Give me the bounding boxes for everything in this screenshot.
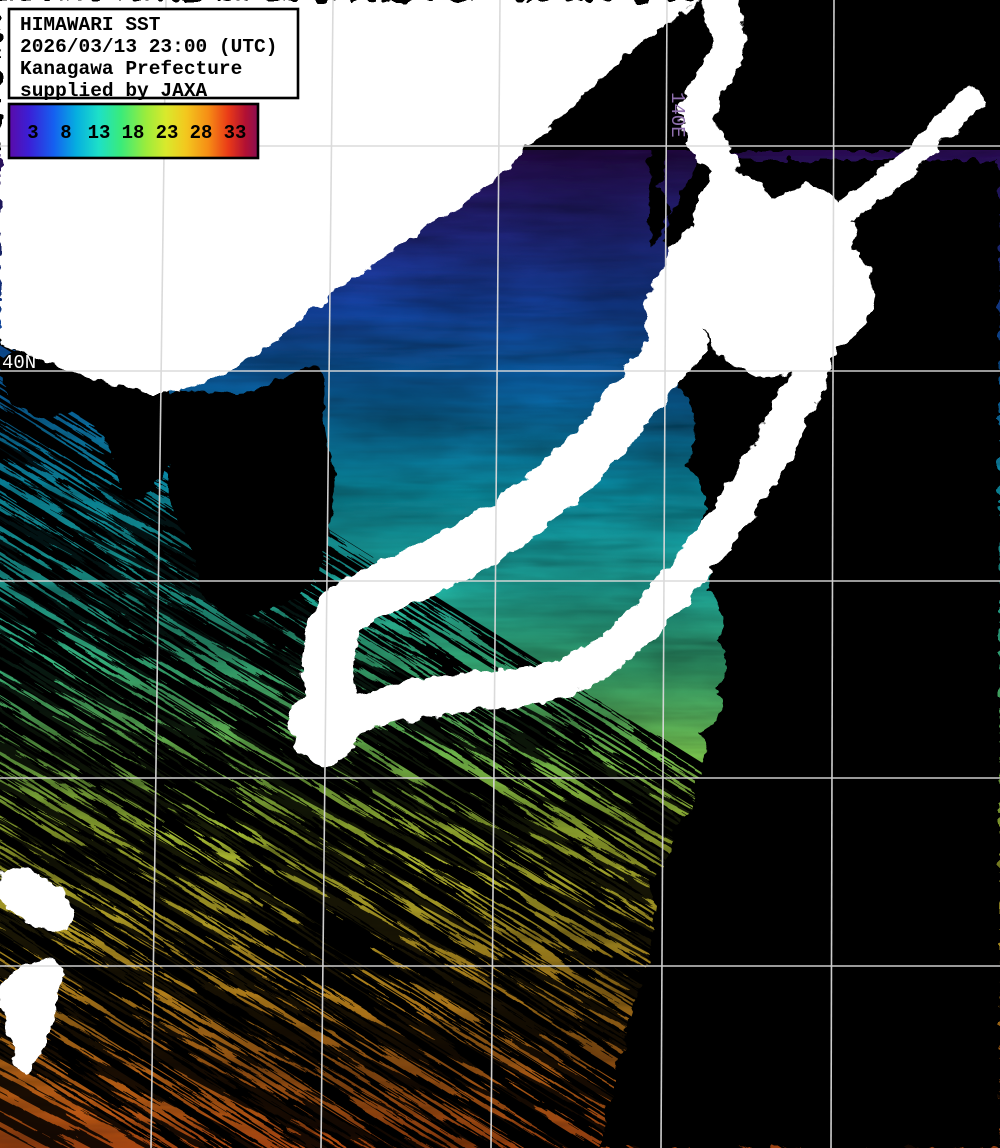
svg-text:3: 3 xyxy=(27,122,38,144)
svg-text:2026/03/13 23:00 (UTC): 2026/03/13 23:00 (UTC) xyxy=(20,36,277,58)
svg-text:supplied by JAXA: supplied by JAXA xyxy=(20,80,208,102)
svg-text:Kanagawa Prefecture: Kanagawa Prefecture xyxy=(20,58,242,80)
svg-text:13: 13 xyxy=(88,122,111,144)
svg-text:18: 18 xyxy=(122,122,145,144)
svg-text:33: 33 xyxy=(224,122,247,144)
svg-text:23: 23 xyxy=(156,122,179,144)
svg-text:28: 28 xyxy=(190,122,213,144)
svg-text:HIMAWARI SST: HIMAWARI SST xyxy=(20,14,161,36)
svg-text:8: 8 xyxy=(60,122,71,144)
svg-text:40N: 40N xyxy=(2,352,36,374)
svg-text:140E: 140E xyxy=(666,92,688,138)
